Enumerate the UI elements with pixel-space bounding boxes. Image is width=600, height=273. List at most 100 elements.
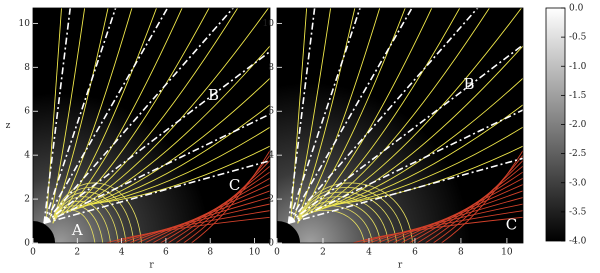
field-line: [82, 104, 270, 207]
separatrix: [287, 8, 361, 224]
y-tick-label: 0: [268, 239, 274, 249]
field-line: [89, 145, 270, 205]
x-tick-label: 10: [249, 248, 261, 258]
disk-line: [352, 216, 523, 243]
separatrix: [43, 8, 72, 224]
field-line: [76, 45, 270, 210]
separatrix: [288, 43, 523, 224]
colorbar-tick-label: -3.5: [569, 207, 587, 217]
field-line: [321, 45, 523, 210]
star: [33, 221, 56, 243]
y-tick-label: 2: [268, 195, 274, 205]
disk-line: [105, 216, 270, 243]
colorbar-tick-label: -0.5: [569, 33, 587, 43]
colorbar-tick-label: -3.0: [569, 178, 587, 188]
region-label: B: [208, 86, 219, 104]
field-line: [65, 8, 210, 214]
disk-line: [433, 154, 523, 243]
field-line: [307, 8, 433, 215]
plot-area: [277, 8, 523, 243]
field-line: [49, 8, 86, 220]
y-tick-label: 8: [24, 63, 30, 73]
x-tick-label: 6: [412, 248, 418, 258]
y-tick-label: 10: [263, 19, 275, 29]
field-line: [335, 145, 523, 205]
separatrix: [288, 109, 523, 224]
field-line: [328, 104, 523, 207]
closed-line: [52, 205, 104, 243]
x-tick-label: 10: [501, 248, 513, 258]
separatrix: [43, 159, 270, 225]
disk-line: [416, 165, 523, 243]
disk-line: [400, 177, 523, 243]
frame: [32, 7, 271, 244]
separatrix: [43, 113, 270, 224]
plot-area: [33, 8, 270, 243]
star: [277, 220, 301, 243]
separatrix: [43, 8, 235, 224]
field-line: [318, 8, 523, 211]
y-tick-label: 4: [268, 151, 274, 161]
y-tick-label: 10: [19, 19, 31, 29]
separatrix: [288, 157, 523, 225]
disk-line: [152, 177, 270, 243]
colorbar-tick-label: -2.0: [569, 120, 587, 130]
disk-line: [175, 159, 270, 243]
colorbar-tick-label: -1.5: [569, 91, 587, 101]
closed-line: [297, 191, 397, 243]
closed-line: [52, 191, 127, 243]
disk-line: [167, 165, 270, 243]
disk-line: [392, 184, 523, 243]
field-line: [79, 77, 270, 209]
field-line: [314, 8, 490, 213]
separatrix: [287, 8, 413, 224]
y-tick-label: 4: [24, 151, 30, 161]
y-axis-label: z: [6, 121, 11, 131]
closed-line: [52, 200, 111, 243]
region-label: B: [463, 75, 474, 93]
disk-line: [408, 171, 523, 243]
closed-line: [52, 182, 142, 243]
x-tick-label: 2: [320, 248, 326, 258]
frame: [276, 7, 524, 244]
colorbar-tick-label: 0.0: [569, 4, 584, 14]
disk-line: [144, 183, 270, 243]
y-tick-label: 8: [268, 63, 274, 73]
separatrix: [43, 8, 169, 224]
colorbar-tick-label: -4.0: [569, 237, 587, 247]
closed-line: [297, 187, 405, 243]
disk-line: [441, 149, 523, 243]
field-line: [332, 126, 523, 206]
field-line: [52, 8, 109, 219]
field-line: [45, 8, 62, 222]
disk-line: [425, 159, 523, 243]
x-tick-label: 2: [74, 248, 80, 258]
disk-line: [160, 171, 270, 243]
disk-line: [191, 149, 270, 243]
x-tick-label: 4: [119, 248, 125, 258]
y-tick-label: 0: [24, 239, 30, 249]
region-label: C: [506, 215, 517, 233]
x-axis-label: r: [398, 261, 403, 271]
colorbar-tick-label: -1.0: [569, 62, 587, 72]
field-line: [297, 8, 356, 219]
y-tick-label: 2: [24, 195, 30, 205]
separatrix: [287, 8, 479, 224]
x-tick-label: 0: [274, 248, 280, 258]
separatrix: [287, 8, 316, 224]
closed-line: [297, 200, 381, 243]
separatrix: [43, 50, 270, 224]
field-line: [72, 8, 270, 211]
separatrix: [43, 8, 117, 224]
field-line: [59, 8, 158, 217]
x-tick-label: 8: [458, 248, 464, 258]
closed-line: [52, 209, 96, 243]
region-label: A: [71, 221, 83, 239]
closed-line: [52, 187, 135, 243]
field-line: [293, 8, 332, 220]
y-tick-label: 6: [24, 107, 30, 117]
x-tick-label: 0: [30, 248, 36, 258]
field-line: [290, 8, 308, 222]
disk-line: [183, 154, 270, 243]
